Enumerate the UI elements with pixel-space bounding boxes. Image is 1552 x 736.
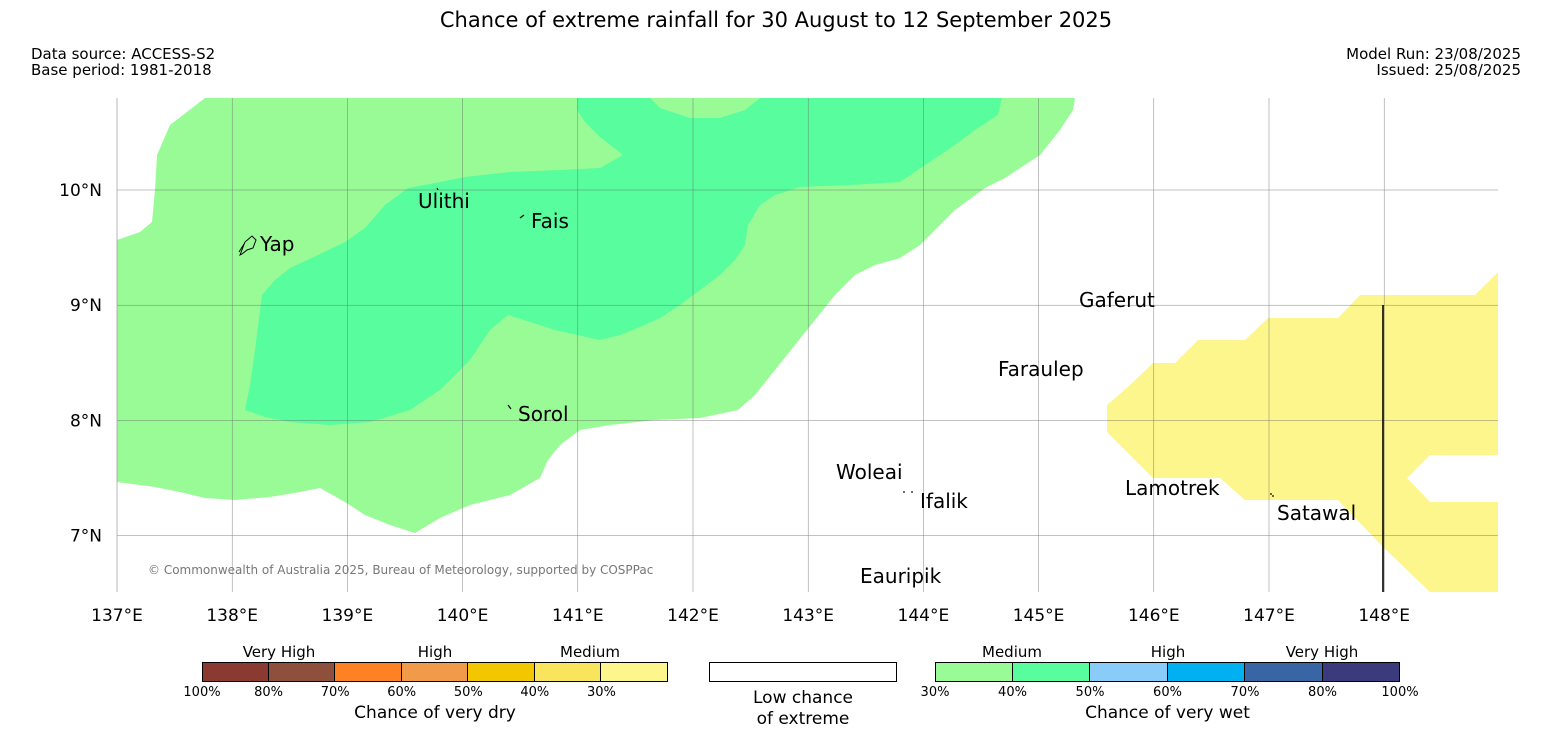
dry-medium-30-40-zone [1107,272,1498,592]
place-label-ulithi: Ulithi [418,189,470,213]
wet-legend-swatch [935,662,1013,682]
place-label-sorol: Sorol [518,402,569,426]
place-label-eauripik: Eauripik [860,564,942,588]
low-chance-caption: Low chance of extreme [709,688,897,730]
longitude-tick-label: 144°E [898,606,950,626]
longitude-tick-label: 146°E [1128,606,1180,626]
low-chance-caption-line1: Low chance [753,688,853,708]
copyright-notice: © Commonwealth of Australia 2025, Bureau… [148,563,653,577]
place-label-faraulep: Faraulep [998,357,1084,381]
wet-legend-swatch [1090,662,1168,682]
dry-legend-tick: 70% [320,685,350,700]
wet-legend-swatch [1322,662,1400,682]
dry-legend-swatch [534,662,602,682]
dry-legend-tick: 80% [254,685,284,700]
data-source: Data source: ACCESS-S2 [31,45,216,63]
place-label-satawal: Satawal [1277,501,1356,525]
place-label-ifalik: Ifalik [920,489,968,513]
latitude-tick-label: 10°N [59,181,102,201]
place-label-yap: Yap [259,232,294,256]
wet-legend-tick: 60% [1153,685,1182,700]
dry-legend-header: Medium [560,643,620,661]
wet-legend-caption: Chance of very wet [1085,703,1250,723]
wet-legend-tick: 30% [920,685,950,700]
issued-date: Issued: 25/08/2025 [1376,61,1521,79]
wet-legend-tick: 70% [1230,685,1260,700]
wet-legend-tick: 100% [1381,685,1419,700]
place-label-gaferut: Gaferut [1079,288,1155,312]
wet-legend-tick: 50% [1075,685,1105,700]
dry-legend-swatch [268,662,336,682]
dry-legend-swatch [202,662,269,682]
longitude-tick-label: 141°E [552,606,604,626]
latitude-tick-label: 8°N [70,411,102,431]
map-grid [117,98,1498,592]
yap-island-shape [238,235,257,257]
place-label-fais: Fais [531,209,569,233]
longitude-tick-label: 147°E [1243,606,1295,626]
wet-legend-header: Medium [982,643,1042,661]
longitude-tick-label: 145°E [1013,606,1065,626]
model-run: Model Run: 23/08/2025 [1346,45,1521,63]
dry-legend-caption: Chance of very dry [354,703,516,723]
dry-legend-swatch [335,662,402,682]
dry-legend-tick: 30% [586,685,616,700]
dry-legend-swatch [468,662,535,682]
low-chance-caption-line2: of extreme [756,709,850,729]
wet-legend-swatch [1245,662,1323,682]
wet-legend-tick: 40% [998,685,1027,700]
longitude-tick-label: 137°E [91,606,143,626]
longitude-tick-label: 138°E [206,606,258,626]
place-label-lamotrek: Lamotrek [1125,476,1220,500]
longitude-tick-label: 140°E [437,606,489,626]
longitude-tick-label: 148°E [1358,606,1410,626]
map-title: Chance of extreme rainfall for 30 August… [439,8,1113,32]
dry-legend-tick: 60% [387,685,417,700]
wet-legend-tick: 80% [1308,685,1337,700]
longitude-tick-label: 142°E [667,606,719,626]
place-label-woleai: Woleai [836,460,903,484]
base-period: Base period: 1981-2018 [31,61,212,79]
dry-legend-tick: 100% [183,685,221,700]
dry-legend-header: Very High [242,643,316,661]
dry-legend-tick: 40% [520,685,550,700]
longitude-tick-label: 143°E [782,606,834,626]
longitude-tick-label: 139°E [322,606,374,626]
dry-legend-swatch [601,662,668,682]
dry-legend-tick: 50% [453,685,483,700]
latitude-tick-label: 7°N [70,527,102,547]
wet-legend-header: High [1150,643,1186,661]
dry-legend-swatch [401,662,469,682]
wet-legend-header: Very High [1285,643,1359,661]
dry-legend-header: High [417,643,453,661]
wet-legend-swatch [1167,662,1245,682]
wet-legend-swatch [1012,662,1090,682]
low-chance-swatch [709,662,897,682]
wet-medium-40-50-zone [245,98,1002,425]
latitude-tick-label: 9°N [70,296,102,316]
